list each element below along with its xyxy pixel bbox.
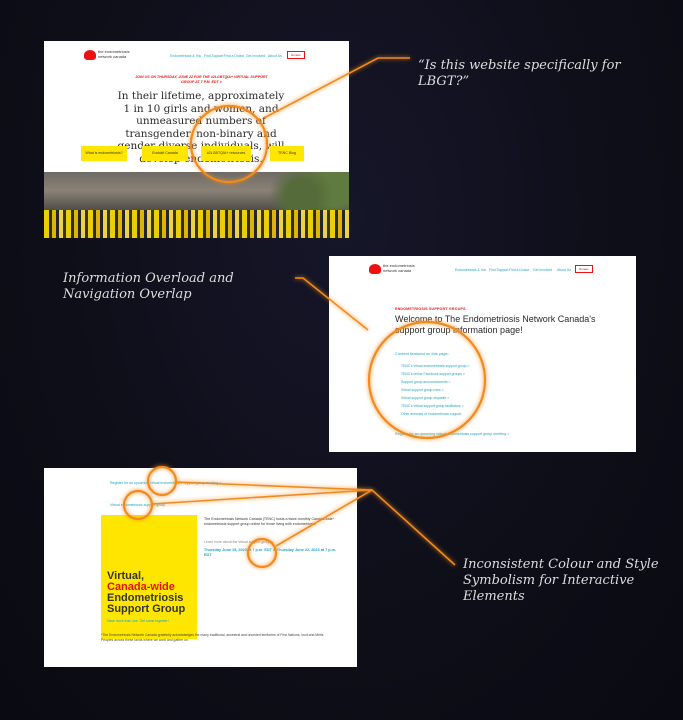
poster-line-2: Canada-wide [107,581,175,593]
toc-item[interactable]: Virtual support group rules > [401,388,444,392]
nav-get-involved[interactable]: Get Involved [533,268,553,272]
screenshot-group-detail: Register for an upcoming virtual endomet… [44,468,357,667]
site-logo-text[interactable]: the endometriosis network canada [98,49,130,59]
btn-tenc-blog[interactable]: TENC Blog [270,146,304,161]
screenshot-support-page: the endometriosis network canada Endomet… [329,256,636,452]
nav-endometriosis[interactable]: Endometriosis & You [170,54,202,58]
btn-endokit[interactable]: Endokit Canada [142,146,188,161]
virtual-group-link[interactable]: Virtual endometriosis support group [110,503,166,507]
donate-button[interactable]: Donate [575,265,593,273]
learn-more-link[interactable]: Learn more about the virtual support gro… [204,540,274,544]
site-logo-text[interactable]: the endometriosis network canada [383,263,415,273]
trees-background [269,172,349,212]
poster-line-1: Virtual, [107,570,145,582]
nav-find-support[interactable]: Find Support [489,268,509,272]
annotation-top: “Is this website specifically for LBGT?” [418,58,621,89]
poster-line-4: Support Group [107,603,186,615]
nav-about-us[interactable]: About Us [268,54,282,58]
register-link[interactable]: Register for an upcoming virtual endomet… [110,481,222,485]
page-title: Welcome to The Endometriosis Network Can… [395,314,596,335]
land-acknowledgement: *The Endometriosis Network Canada gratef… [101,633,324,642]
toc-item[interactable]: Support group announcements > [401,380,451,384]
toc-item[interactable]: TENC's virtual support group facilitator… [401,404,464,408]
poster-line-3: Endometriosis [107,592,184,604]
meeting-dates[interactable]: Thursday June 15, 2023 at 7 p.m. EDT & T… [204,548,337,557]
group-description: The Endometriosis Network Canada (TENC) … [204,517,335,526]
btn-what-is-endometriosis[interactable]: What is endometriosis? [81,146,127,161]
nav-find-doctor[interactable]: Find a Doctor [509,268,530,272]
poster-subtitle: Have more than one. Get some together! [107,619,169,623]
poster-headline: Virtual, Canada-wide Endometriosis Suppo… [107,571,197,615]
maple-leaf-logo-icon [369,264,381,274]
section-label: ENDOMETRIOSIS SUPPORT GROUPS [395,307,466,311]
support-group-poster: Virtual, Canada-wide Endometriosis Suppo… [101,515,197,639]
screenshot-homepage: the endometriosis network canada Endomet… [44,41,349,238]
event-banner-link[interactable]: JOIN US ON THURSDAY, JUNE 22 FOR THE #2L… [135,75,268,84]
btn-lgbtq-resources[interactable]: #2LGBTQIA+ resources [201,146,251,161]
crowd-photo [44,172,349,238]
crowd-people [44,210,349,238]
toc-item[interactable]: TENC's virtual endometriosis support gro… [401,364,470,368]
register-link[interactable]: Register for an upcoming virtual endomet… [395,432,510,436]
toc-item[interactable]: TENC's online Facebook support groups > [401,372,465,376]
toc-item[interactable]: Other avenues of endometriosis support [401,412,462,416]
donate-button[interactable]: Donate [287,51,305,59]
nav-get-involved[interactable]: Get Involved [246,54,266,58]
nav-find-support[interactable]: Find Support [204,54,224,58]
nav-about-us[interactable]: About Us [557,268,571,272]
maple-leaf-logo-icon [84,50,96,60]
nav-find-doctor[interactable]: Find a Doctor [224,54,245,58]
nav-endometriosis[interactable]: Endometriosis & You [455,268,487,272]
content-heading: Content featured on this page: [395,351,449,356]
toc-item[interactable]: Virtual support group etiquette > [401,396,450,400]
annotation-bottom: Inconsistent Colour and Style Symbolism … [463,557,659,604]
annotation-middle: Information Overload and Navigation Over… [63,271,234,302]
